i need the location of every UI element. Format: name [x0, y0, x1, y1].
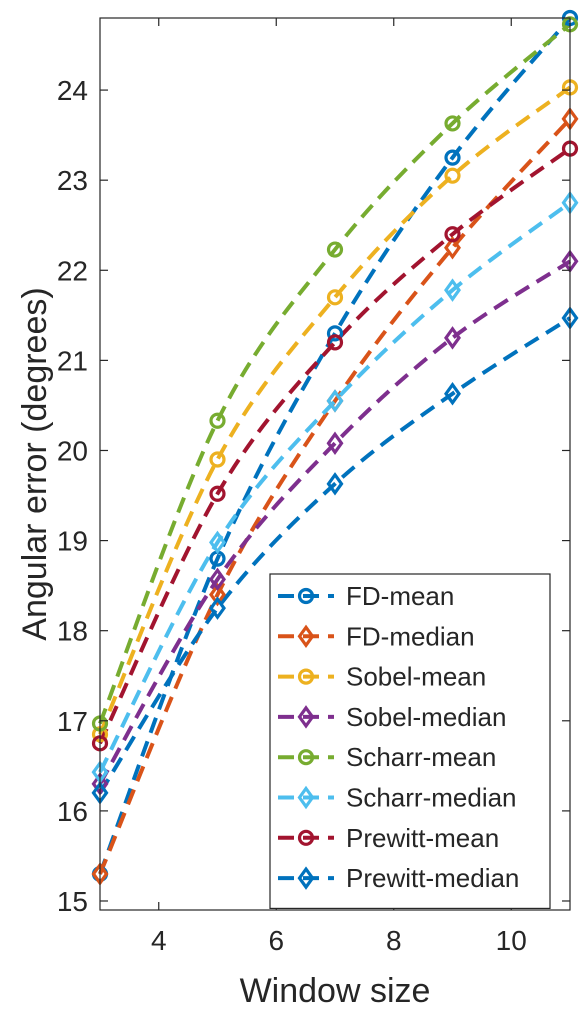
y-tick-label: 16	[57, 796, 88, 827]
legend-marker	[297, 866, 315, 890]
x-tick-label: 10	[496, 925, 527, 956]
data-point-scharr-mean	[444, 115, 461, 132]
legend-marker	[297, 829, 315, 846]
legend-marker	[297, 705, 315, 729]
y-tick-label: 24	[57, 75, 88, 106]
y-tick-label: 20	[57, 435, 88, 466]
data-point-prewitt-median	[326, 472, 344, 496]
data-point-sobel-mean	[444, 167, 461, 184]
series-line-prewitt-median	[98, 316, 572, 794]
x-tick-label: 8	[386, 925, 402, 956]
data-point-scharr-median	[444, 278, 461, 302]
data-point-fd-median	[444, 236, 461, 260]
series-line-scharr-mean	[98, 22, 572, 725]
data-point-prewitt-median	[444, 381, 461, 406]
legend-label: FD-median	[346, 621, 475, 651]
series-line-sobel-mean	[98, 85, 572, 736]
data-point-sobel-mean	[209, 451, 226, 468]
y-tick-label: 21	[57, 345, 88, 376]
y-tick-label: 23	[57, 165, 88, 196]
data-point-scharr-median	[209, 530, 226, 555]
legend-label: Sobel-median	[346, 702, 506, 732]
x-axis-label: Window size	[240, 972, 431, 1010]
data-point-sobel-median	[444, 326, 461, 350]
legend-marker	[297, 749, 315, 766]
data-point-sobel-mean	[326, 289, 344, 306]
y-tick-label: 22	[57, 255, 88, 286]
legend: FD-mean FD-median Sobel-mean Sobel-median Sc…	[269, 573, 551, 909]
y-axis-label: Angular error (degrees)	[16, 287, 54, 640]
series-line-sobel-median	[98, 259, 572, 785]
x-tick-label: 6	[268, 925, 284, 956]
data-point-prewitt-median	[209, 596, 226, 620]
data-point-prewitt-mean	[209, 485, 226, 502]
axis-ticks	[100, 18, 570, 910]
y-tick-label: 15	[57, 886, 88, 917]
data-point-fd-median	[209, 582, 226, 607]
data-point-scharr-median	[326, 389, 344, 413]
x-tick-label: 4	[151, 925, 167, 956]
axes-box	[99, 17, 571, 911]
data-point-scharr-mean	[326, 241, 344, 258]
y-tick-label: 17	[57, 706, 88, 737]
legend-label: Scharr-median	[346, 783, 517, 813]
data-point-scharr-mean	[209, 412, 226, 429]
data-point-sobel-median	[209, 567, 226, 592]
data-point-prewitt-mean	[444, 226, 461, 243]
series-line-fd-median	[98, 117, 572, 875]
series-line-prewitt-mean	[98, 147, 572, 745]
axis-tick-labels: 4 6 8 10 15 16 17 18 19 20 21 22 23 24	[57, 75, 527, 956]
legend-marker	[297, 785, 315, 810]
legend-label: Prewitt-median	[346, 863, 519, 893]
data-point-sobel-median	[326, 431, 344, 456]
series-line-fd-mean	[98, 16, 572, 875]
legend-label: Scharr-mean	[346, 742, 496, 772]
series-lines	[98, 16, 572, 875]
legend-label: FD-mean	[346, 581, 454, 611]
y-tick-label: 19	[57, 526, 88, 557]
legend-marker	[297, 668, 315, 685]
legend-label: Prewitt-mean	[346, 823, 499, 853]
legend-marker	[297, 624, 315, 649]
legend-box	[269, 573, 551, 909]
y-tick-label: 18	[57, 616, 88, 647]
data-point-fd-mean	[326, 325, 344, 342]
legend-marker	[297, 587, 315, 605]
data-point-prewitt-mean	[326, 334, 344, 351]
legend-label: Sobel-mean	[346, 662, 486, 692]
data-point-fd-mean	[444, 149, 461, 166]
